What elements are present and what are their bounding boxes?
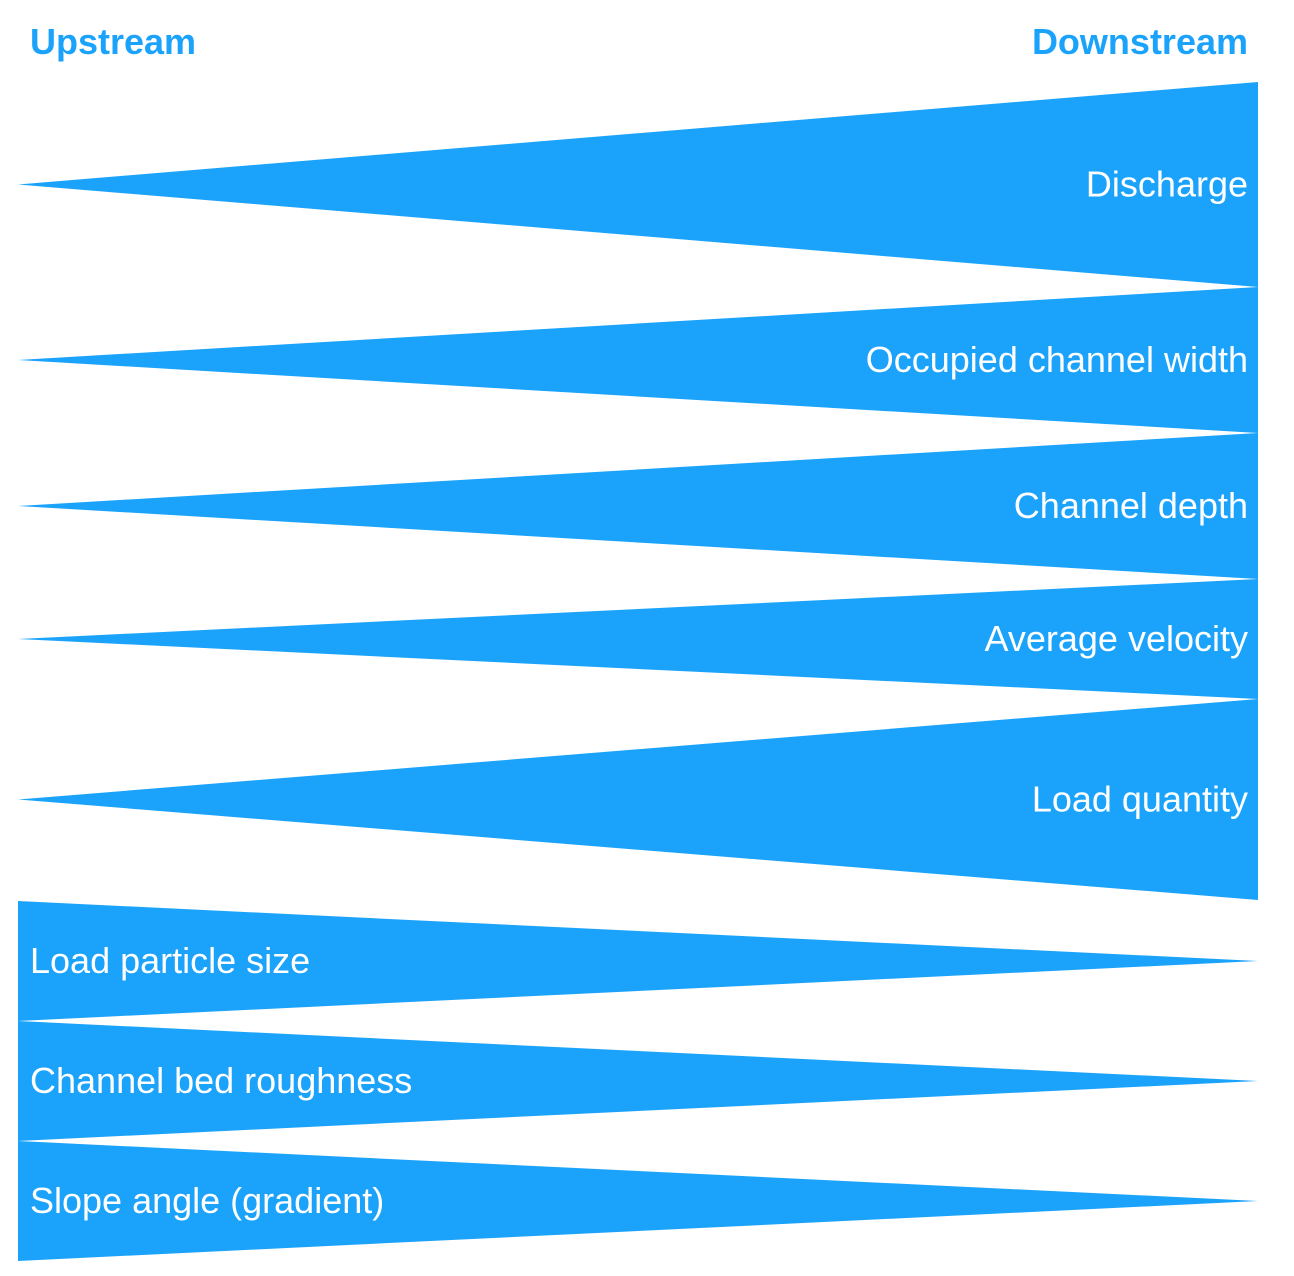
wedge-load-quantity (18, 699, 1258, 900)
wedge-label-occupied-channel-width: Occupied channel width (866, 339, 1248, 380)
wedge-load-particle-size (18, 901, 1258, 1021)
wedge-discharge (18, 82, 1258, 287)
wedge-channel-depth (18, 433, 1258, 579)
wedge-average-velocity (18, 579, 1258, 699)
wedge-label-load-quantity: Load quantity (1032, 779, 1248, 820)
wedge-label-load-particle-size: Load particle size (30, 940, 310, 981)
upstream-heading: Upstream (30, 21, 196, 62)
wedge-channel-bed-roughness (18, 1021, 1258, 1141)
wedge-label-average-velocity: Average velocity (985, 618, 1248, 659)
wedge-label-channel-depth: Channel depth (1014, 485, 1248, 526)
wedge-group: Discharge Occupied channel width Channel d… (18, 82, 1258, 1261)
wedge-label-slope-angle-gradient: Slope angle (gradient) (30, 1180, 384, 1221)
downstream-heading: Downstream (1032, 21, 1248, 62)
wedge-label-discharge: Discharge (1086, 164, 1248, 205)
wedge-label-channel-bed-roughness: Channel bed roughness (30, 1060, 412, 1101)
wedge-slope-angle-gradient (18, 1141, 1258, 1261)
wedge-occupied-channel-width (18, 287, 1258, 433)
